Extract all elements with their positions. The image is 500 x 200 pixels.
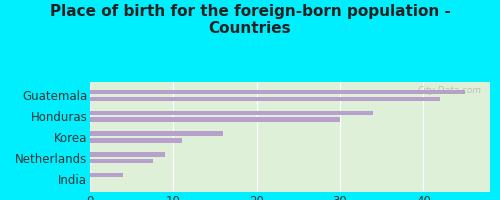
Bar [90,111,374,115]
Bar [90,117,340,122]
Bar [90,152,165,157]
Text: City-Data.com: City-Data.com [418,86,482,95]
Bar [90,131,224,136]
Bar [90,138,182,143]
Bar [90,173,124,177]
Bar [90,97,440,101]
Bar [90,159,152,163]
Bar [90,90,465,94]
Text: Place of birth for the foreign-born population -
Countries: Place of birth for the foreign-born popu… [50,4,450,36]
